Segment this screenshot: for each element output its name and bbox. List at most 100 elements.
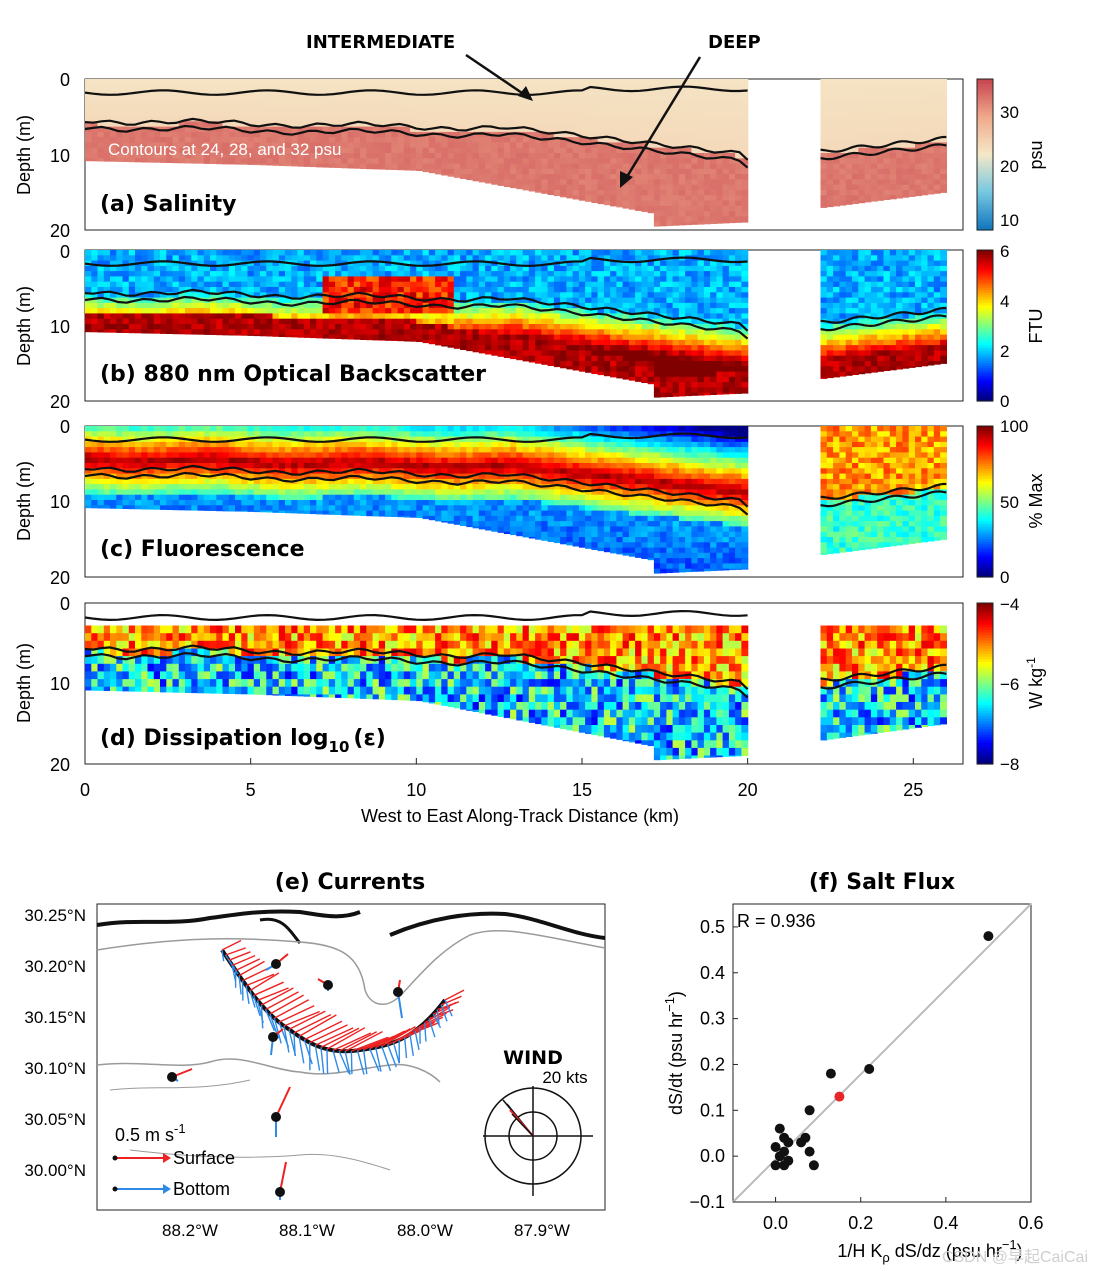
heat-cell bbox=[203, 131, 211, 138]
heat-cell bbox=[466, 100, 474, 106]
heat-cell bbox=[485, 281, 492, 288]
heat-cell bbox=[560, 184, 567, 191]
heat-cell bbox=[647, 382, 655, 385]
heat-cell bbox=[228, 84, 236, 91]
heat-cell bbox=[235, 142, 242, 149]
heat-cell bbox=[915, 137, 922, 143]
heat-cell bbox=[103, 260, 111, 267]
heat-cell bbox=[927, 100, 935, 106]
heat-cell bbox=[703, 168, 711, 175]
heat-cell bbox=[578, 84, 586, 91]
heat-cell bbox=[428, 255, 436, 262]
heat-cell bbox=[560, 116, 567, 122]
heat-cell bbox=[591, 281, 599, 288]
heat-cell bbox=[528, 281, 536, 288]
heat-cell bbox=[591, 271, 599, 277]
heat-cell bbox=[603, 94, 611, 101]
heat-cell bbox=[578, 355, 586, 362]
heat-cell bbox=[435, 250, 442, 256]
heat-cell bbox=[735, 110, 742, 117]
heat-cell bbox=[491, 271, 499, 277]
colorbar-step bbox=[977, 167, 993, 171]
heat-cell bbox=[191, 137, 199, 143]
heat-cell bbox=[647, 184, 655, 191]
heat-cell bbox=[666, 276, 674, 283]
heat-cell bbox=[160, 287, 167, 293]
heat-cell bbox=[285, 292, 292, 299]
heat-cell bbox=[297, 131, 305, 138]
heat-cell bbox=[335, 281, 342, 288]
heat-cell bbox=[285, 137, 292, 143]
heat-cell bbox=[653, 94, 661, 101]
heat-cell bbox=[728, 250, 736, 256]
heat-cell bbox=[870, 190, 878, 196]
heat-cell bbox=[441, 329, 449, 336]
heat-cell bbox=[103, 292, 111, 299]
heat-cell bbox=[653, 255, 661, 262]
heat-cell bbox=[685, 287, 692, 293]
heat-cell bbox=[235, 153, 242, 159]
heat-cell bbox=[197, 281, 205, 288]
heat-cell bbox=[516, 105, 524, 112]
heat-cell bbox=[927, 94, 935, 101]
heat-cell bbox=[697, 163, 705, 170]
heat-cell bbox=[135, 84, 142, 91]
heat-cell bbox=[447, 131, 455, 138]
heat-cell bbox=[660, 79, 667, 85]
heat-cell bbox=[85, 329, 92, 333]
heat-cell bbox=[915, 110, 922, 117]
heat-cell bbox=[622, 147, 630, 154]
heat-cell bbox=[845, 84, 853, 91]
heat-cell bbox=[466, 110, 474, 117]
heat-cell bbox=[845, 105, 853, 112]
heat-cell bbox=[735, 361, 742, 367]
heat-cell bbox=[940, 147, 947, 154]
heat-cell bbox=[541, 265, 549, 272]
heat-cell bbox=[522, 324, 530, 330]
heat-cell bbox=[566, 131, 574, 138]
heat-cell bbox=[722, 308, 730, 314]
heat-cell bbox=[122, 302, 130, 309]
heat-cell bbox=[610, 84, 617, 91]
heat-cell bbox=[635, 345, 642, 351]
heat-cell bbox=[560, 318, 567, 325]
heat-cell bbox=[110, 324, 117, 330]
heat-cell bbox=[310, 105, 317, 112]
heat-cell bbox=[203, 142, 211, 149]
heat-cell bbox=[166, 158, 174, 163]
heat-cell bbox=[678, 89, 686, 96]
heat-cell bbox=[741, 79, 749, 85]
heat-cell bbox=[466, 255, 474, 262]
heat-cell bbox=[285, 126, 292, 133]
heat-cell bbox=[260, 110, 267, 117]
heat-cell bbox=[403, 147, 411, 154]
heat-cell bbox=[703, 116, 711, 122]
heat-cell bbox=[610, 292, 617, 299]
heat-cell bbox=[678, 302, 686, 309]
heat-cell bbox=[366, 105, 374, 112]
heat-cell bbox=[497, 94, 505, 101]
heat-cell bbox=[927, 79, 935, 85]
heat-cell bbox=[845, 116, 853, 122]
heat-cell bbox=[641, 94, 649, 101]
heat-cell bbox=[447, 334, 455, 341]
heat-cell bbox=[410, 339, 417, 342]
heat-cell bbox=[541, 361, 549, 365]
heat-cell bbox=[335, 329, 342, 336]
heat-cell bbox=[735, 324, 742, 330]
heat-cell bbox=[697, 158, 705, 165]
heat-cell bbox=[585, 190, 592, 196]
heat-cell bbox=[322, 281, 330, 288]
heat-cell bbox=[728, 105, 736, 112]
heat-cell bbox=[372, 131, 380, 138]
heat-cell bbox=[560, 350, 567, 357]
heat-cell bbox=[466, 250, 474, 256]
heat-cell bbox=[335, 265, 342, 272]
heat-cell bbox=[852, 190, 859, 196]
heat-cell bbox=[578, 147, 586, 154]
heat-cell bbox=[697, 387, 705, 394]
heat-cell bbox=[335, 142, 342, 149]
heat-cell bbox=[858, 250, 866, 256]
heat-cell bbox=[141, 255, 149, 262]
heat-cell bbox=[403, 100, 411, 106]
